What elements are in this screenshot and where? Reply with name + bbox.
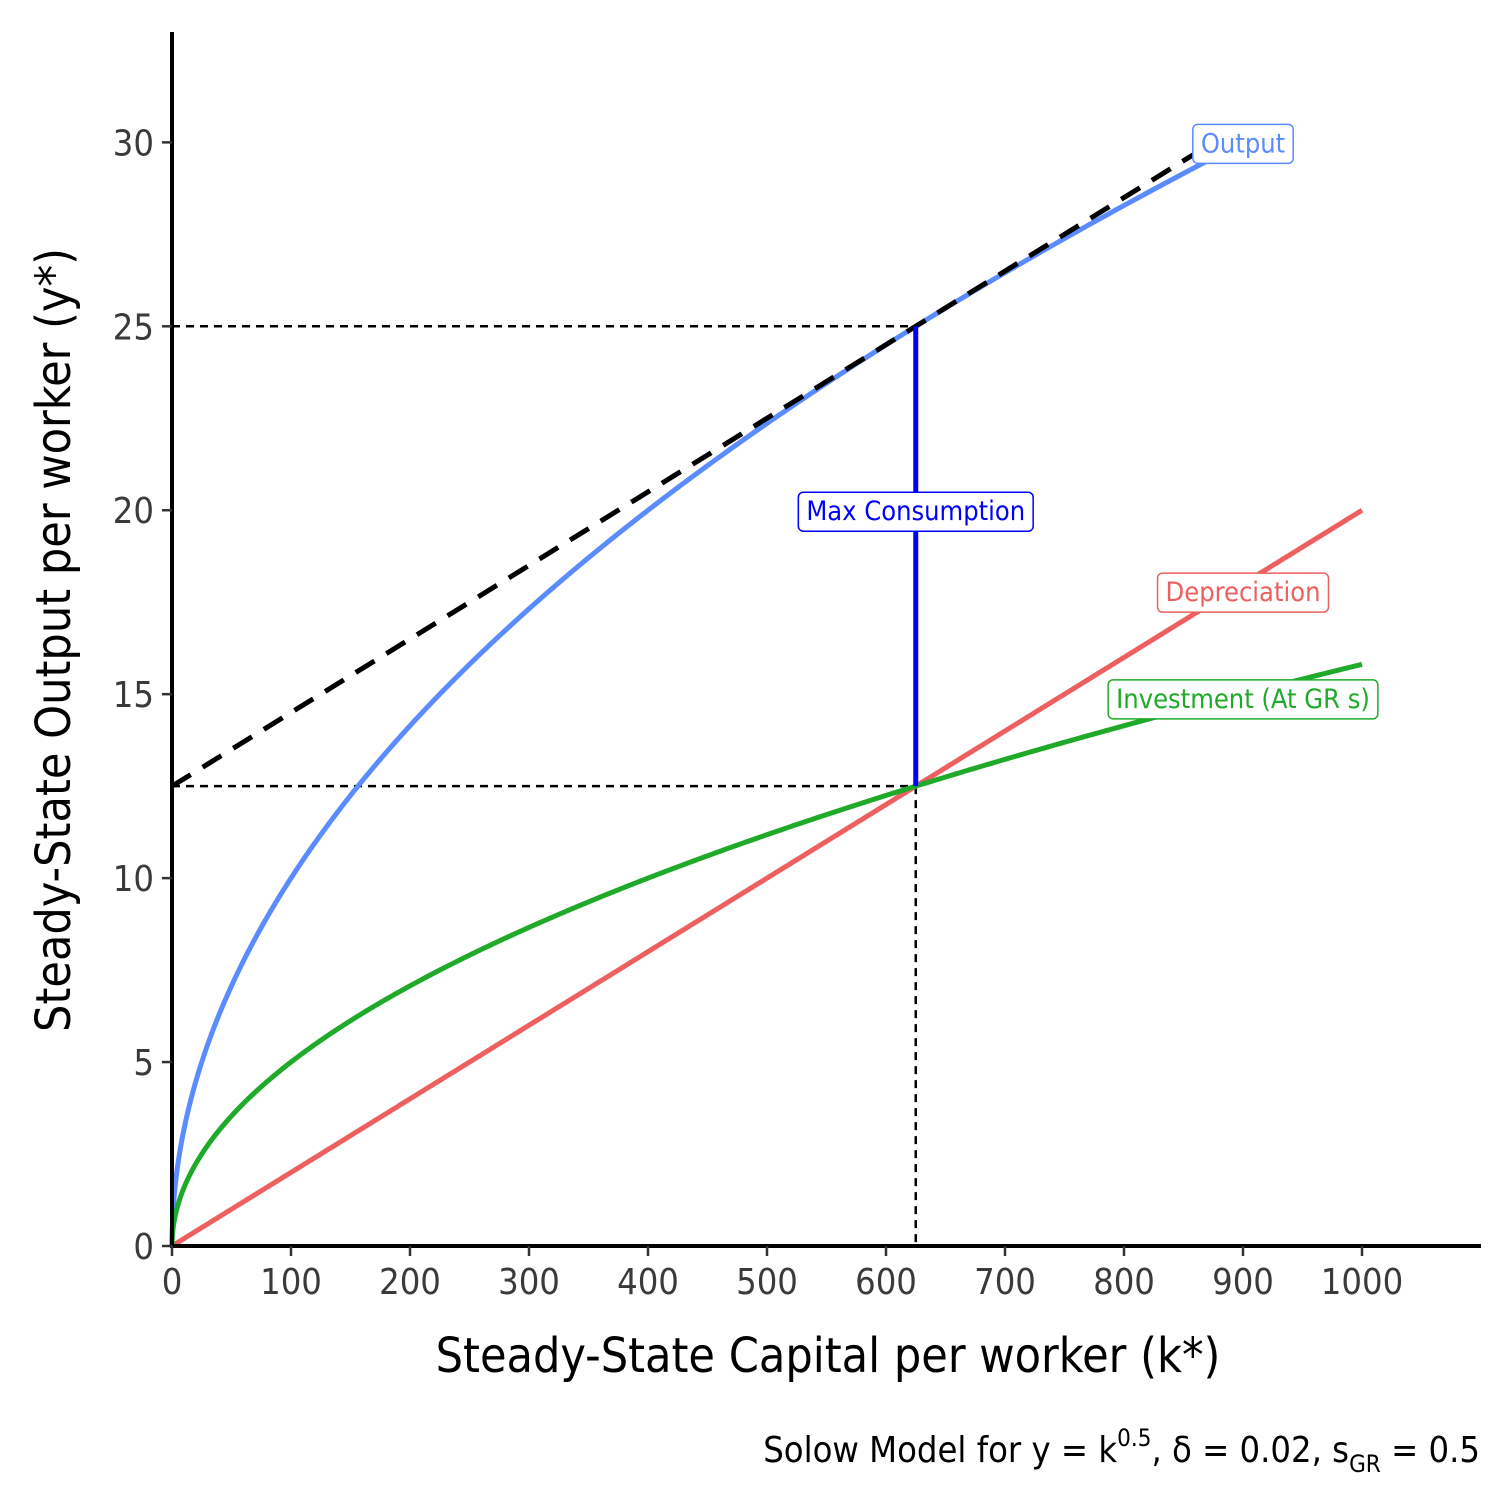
chart-caption: Solow Model for y = k0.5, δ = 0.02, sGR … xyxy=(763,1424,1480,1478)
y-tick-label: 15 xyxy=(113,675,154,716)
label-text: Depreciation xyxy=(1166,577,1321,608)
y-tick-label: 20 xyxy=(113,491,154,532)
y-tick-label: 25 xyxy=(113,307,154,348)
caption-exponent: 0.5 xyxy=(1117,1424,1151,1452)
x-tick-label: 800 xyxy=(1093,1262,1155,1303)
series-line-investment-at-gr-s xyxy=(169,661,1363,1247)
label-text: Output xyxy=(1201,128,1285,159)
x-tick-label: 400 xyxy=(617,1262,679,1303)
label-max-consumption: Max Consumption xyxy=(797,491,1034,532)
caption-prefix: Solow Model for y = k xyxy=(763,1430,1117,1471)
y-tick-label: 10 xyxy=(113,859,154,900)
tick-layer: 0 100 200 300 400 500 600 700 800 900 1000 0 5 10 15 20… xyxy=(113,123,1403,1303)
axes-layer xyxy=(170,32,1481,1248)
x-tick-label: 600 xyxy=(855,1262,917,1303)
x-tick-label: 100 xyxy=(260,1262,322,1303)
x-tick-label: 500 xyxy=(736,1262,798,1303)
series-layer xyxy=(169,143,1364,1249)
label-output: Output xyxy=(1192,123,1294,165)
label-box xyxy=(1192,123,1294,165)
guide-lines-layer xyxy=(172,325,917,1246)
x-tick-label: 200 xyxy=(379,1262,441,1303)
label-text: Max Consumption xyxy=(806,496,1025,527)
x-tick-label: 1000 xyxy=(1321,1262,1403,1303)
caption-subscript: GR xyxy=(1349,1450,1381,1478)
label-depreciation: Depreciation xyxy=(1156,572,1330,613)
series-line-output xyxy=(169,155,1215,1247)
series-label-layer: Output Depreciation Investment (At GR s) Ma… xyxy=(797,123,1379,720)
label-investment-at-gr-s: Investment (At GR s) xyxy=(1107,679,1379,720)
y-tick-label: 0 xyxy=(133,1227,154,1268)
caption-delta: , δ = 0.02, s xyxy=(1151,1430,1349,1471)
series-line-depreciation xyxy=(169,508,1364,1249)
y-tick-label: 30 xyxy=(113,123,154,164)
label-box xyxy=(797,491,1034,532)
caption-suffix: = 0.5 xyxy=(1381,1430,1480,1471)
x-tick-label: 900 xyxy=(1212,1262,1274,1303)
label-text: Investment (At GR s) xyxy=(1116,684,1370,715)
y-tick-label: 5 xyxy=(133,1043,154,1084)
label-box xyxy=(1156,572,1330,613)
x-tick-label: 0 xyxy=(162,1262,183,1303)
golden-rule-tangent-line xyxy=(170,143,1209,789)
x-axis-title: Steady-State Capital per worker (k*) xyxy=(436,1328,1221,1384)
x-tick-label: 300 xyxy=(498,1262,560,1303)
label-box xyxy=(1107,679,1379,720)
x-tick-label: 700 xyxy=(974,1262,1036,1303)
y-axis-title: Steady-State Output per worker (y*) xyxy=(26,248,82,1032)
